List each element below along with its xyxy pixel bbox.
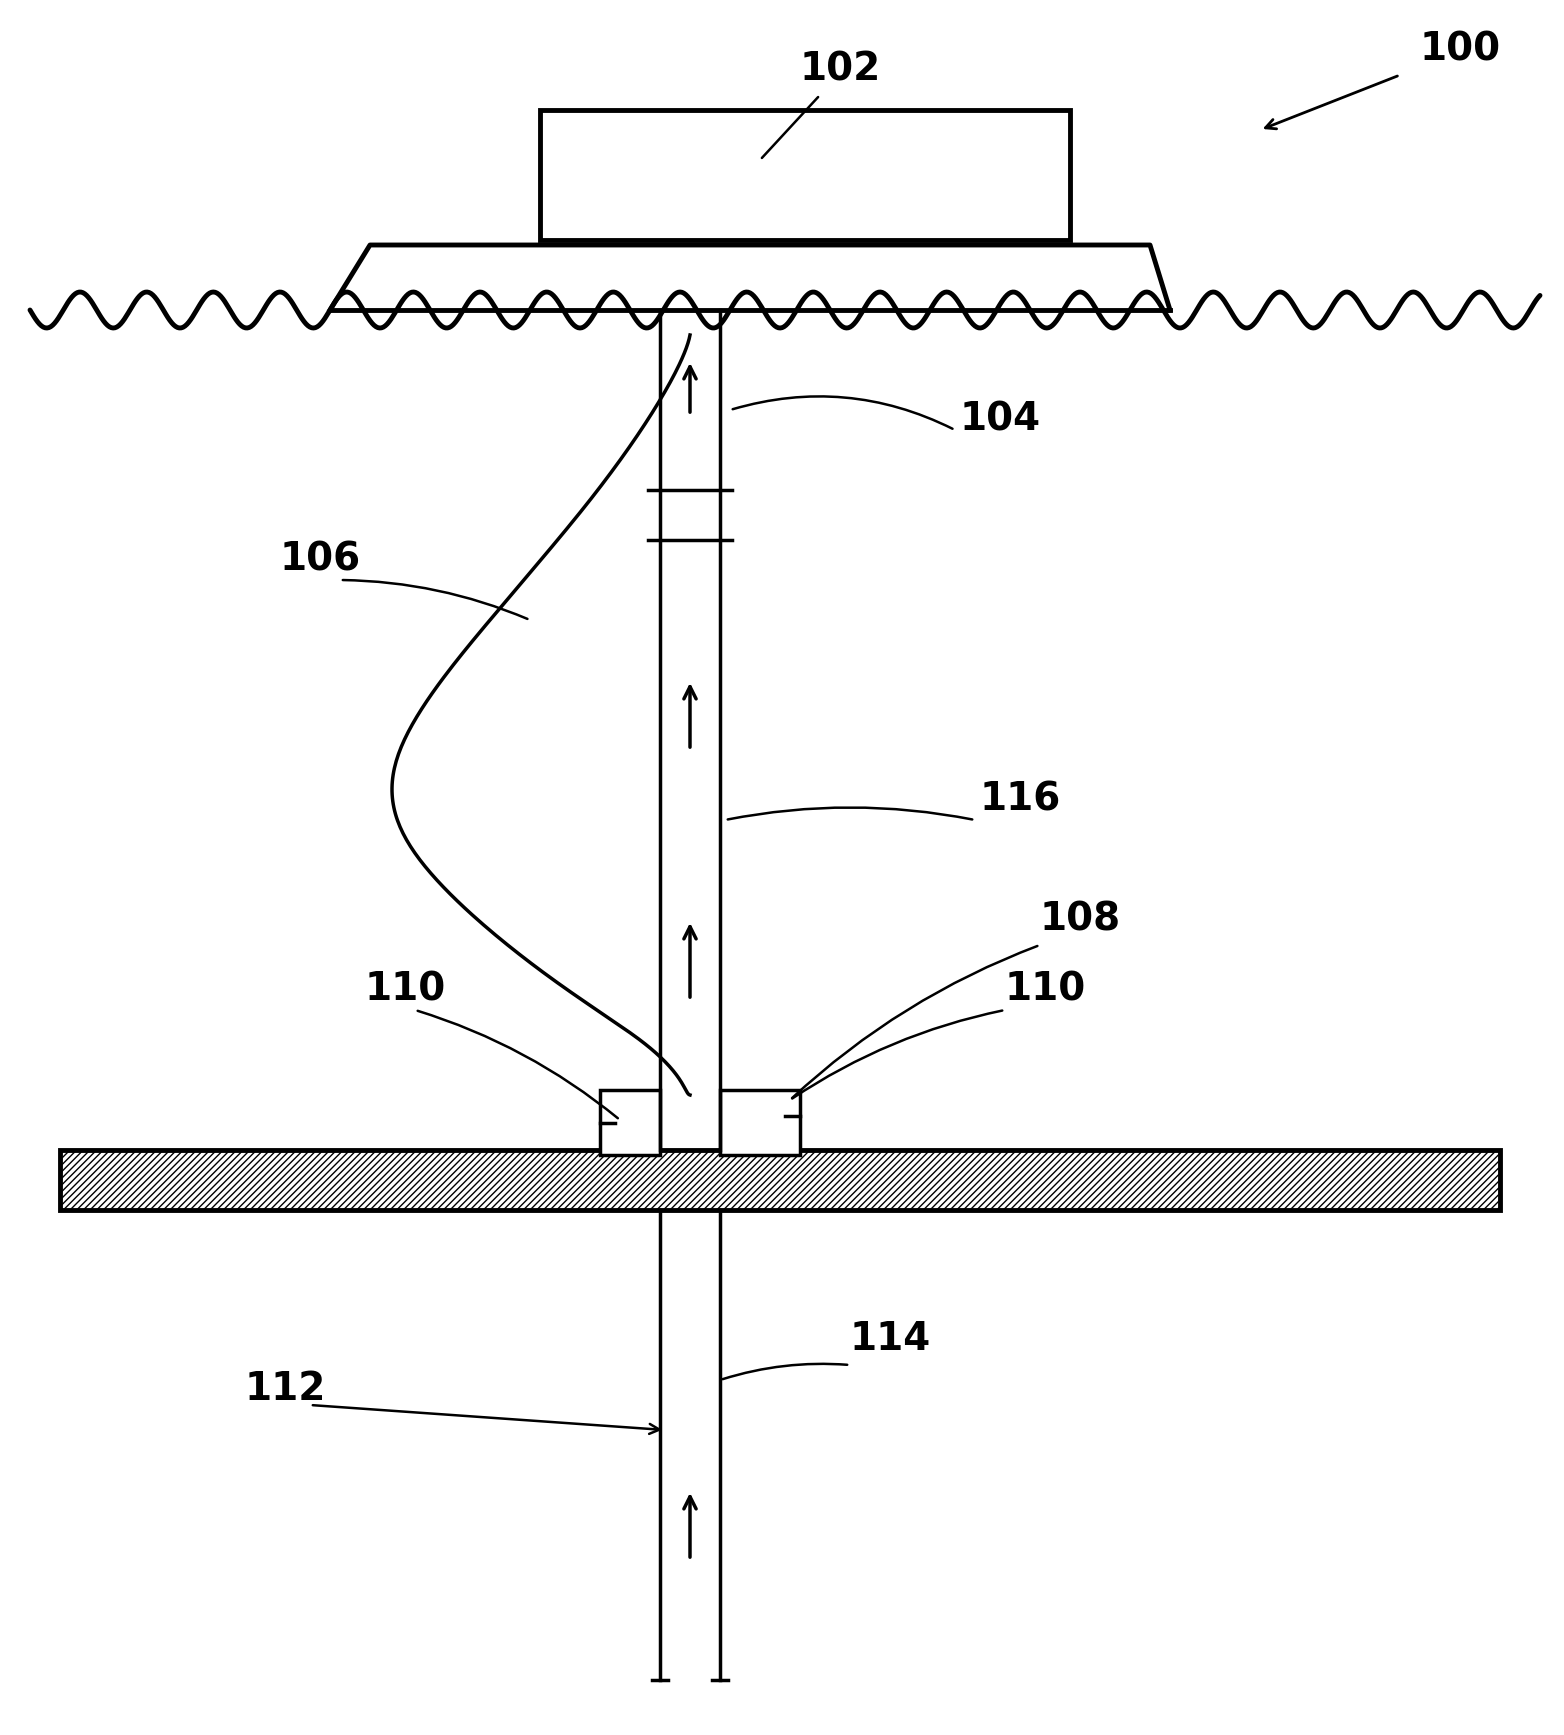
Text: 110: 110	[364, 970, 446, 1008]
Bar	[601, 1090, 660, 1156]
Text: 108: 108	[1040, 900, 1121, 939]
Bar	[540, 109, 1070, 239]
Text: 114: 114	[849, 1320, 931, 1359]
Text: 106: 106	[280, 540, 361, 578]
Text: 100: 100	[1420, 29, 1501, 68]
Text: 102: 102	[801, 50, 881, 88]
Text: 112: 112	[246, 1371, 327, 1409]
Bar	[719, 1090, 801, 1156]
Bar	[59, 1150, 1500, 1209]
Text: 104: 104	[960, 401, 1042, 437]
Text: 110: 110	[1006, 970, 1087, 1008]
Text: 116: 116	[981, 781, 1062, 817]
